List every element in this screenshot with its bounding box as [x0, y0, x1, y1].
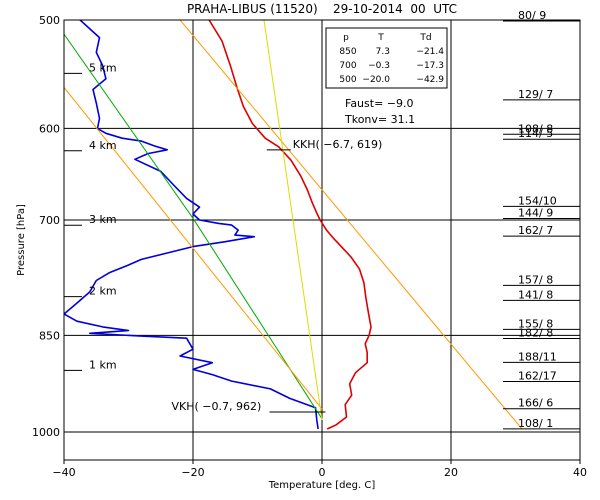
y-tick-label: 700 — [39, 214, 60, 227]
wind-label: 108/ 8 — [518, 122, 553, 135]
series-line-2 — [64, 33, 323, 420]
table-row-500-p: 500 — [339, 75, 356, 85]
table-header-td: Td — [419, 33, 431, 43]
wind-label: 114/ 5 — [518, 127, 553, 140]
x-axis-ticks: −40 −20 0 20 40 — [52, 460, 587, 479]
table-row-700-t: −0.3 — [368, 61, 390, 71]
wind-label: 80/ 9 — [518, 9, 546, 22]
y-axis-ticks: 500 600 700 850 1000 — [32, 14, 60, 439]
y-tick-label: 1000 — [32, 426, 60, 439]
wind-label: 162/ 7 — [518, 224, 553, 237]
wind-label: 144/ 9 — [518, 206, 553, 219]
x-tick-label: −40 — [52, 466, 75, 479]
wind-label: 141/ 8 — [518, 288, 553, 301]
wind-label: 108/ 1 — [518, 417, 553, 430]
x-tick-label: 40 — [573, 466, 587, 479]
kkh-label: KKH( −6.7, 619) — [293, 138, 382, 151]
faust-index: Faust= −9.0 — [345, 97, 414, 110]
wind-label: 166/ 6 — [518, 397, 553, 410]
table-row-500-td: −42.9 — [416, 75, 444, 85]
wind-label: 155/ 8 — [518, 317, 553, 330]
height-label: 1 km — [89, 358, 117, 371]
height-labels: 5 km 4 km 3 km 2 km 1 km — [64, 61, 117, 371]
tkonv-index: Tkonv= 31.1 — [344, 113, 415, 126]
series-line-3 — [64, 87, 323, 410]
level-annotations: KKH( −6.7, 619) VKH( −0.7, 962) — [171, 138, 382, 413]
y-axis-label: Pressure [hPa] — [16, 204, 27, 276]
y-tick-label: 600 — [39, 122, 60, 135]
series-layer — [64, 20, 523, 430]
series-line-5 — [263, 20, 323, 421]
vkh-label: VKH( −0.7, 962) — [171, 400, 261, 413]
chart-title: PRAHA-LIBUS (11520) 29-10-2014 00 UTC — [187, 2, 457, 16]
x-axis-label: Temperature [deg. C] — [268, 480, 376, 491]
x-tick-label: 0 — [319, 466, 326, 479]
table-header-t: T — [377, 33, 384, 43]
series-line-0 — [208, 20, 372, 430]
table-row-850-td: −21.4 — [416, 47, 444, 57]
wind-label: 162/17 — [518, 369, 557, 382]
series-line-1 — [64, 20, 319, 430]
table-header-p: p — [343, 33, 349, 43]
y-tick-label: 500 — [39, 14, 60, 27]
table-row-700-td: −17.3 — [416, 61, 444, 71]
table-row-700-p: 700 — [339, 61, 356, 71]
height-label: 4 km — [89, 139, 117, 152]
table-row-850-t: 7.3 — [376, 47, 390, 57]
level-table: p T Td 850 7.3 −21.4 700 −0.3 −17.3 500 … — [325, 27, 448, 89]
wind-label: 157/ 8 — [518, 273, 553, 286]
wind-label: 182/ 8 — [518, 326, 553, 339]
table-row-500-t: −20.0 — [362, 75, 390, 85]
grid-layer — [64, 20, 580, 460]
height-label: 3 km — [89, 213, 117, 226]
wind-label: 188/11 — [518, 350, 557, 363]
wind-label: 129/ 7 — [518, 88, 553, 101]
wind-label: 154/10 — [518, 194, 557, 207]
x-tick-label: 20 — [444, 466, 458, 479]
x-tick-label: −20 — [181, 466, 204, 479]
height-label: 2 km — [89, 285, 117, 298]
y-tick-label: 850 — [39, 329, 60, 342]
height-label: 5 km — [89, 61, 117, 74]
series-line-4 — [179, 20, 523, 430]
table-row-850-p: 850 — [339, 47, 356, 57]
level-table-box — [325, 27, 448, 89]
